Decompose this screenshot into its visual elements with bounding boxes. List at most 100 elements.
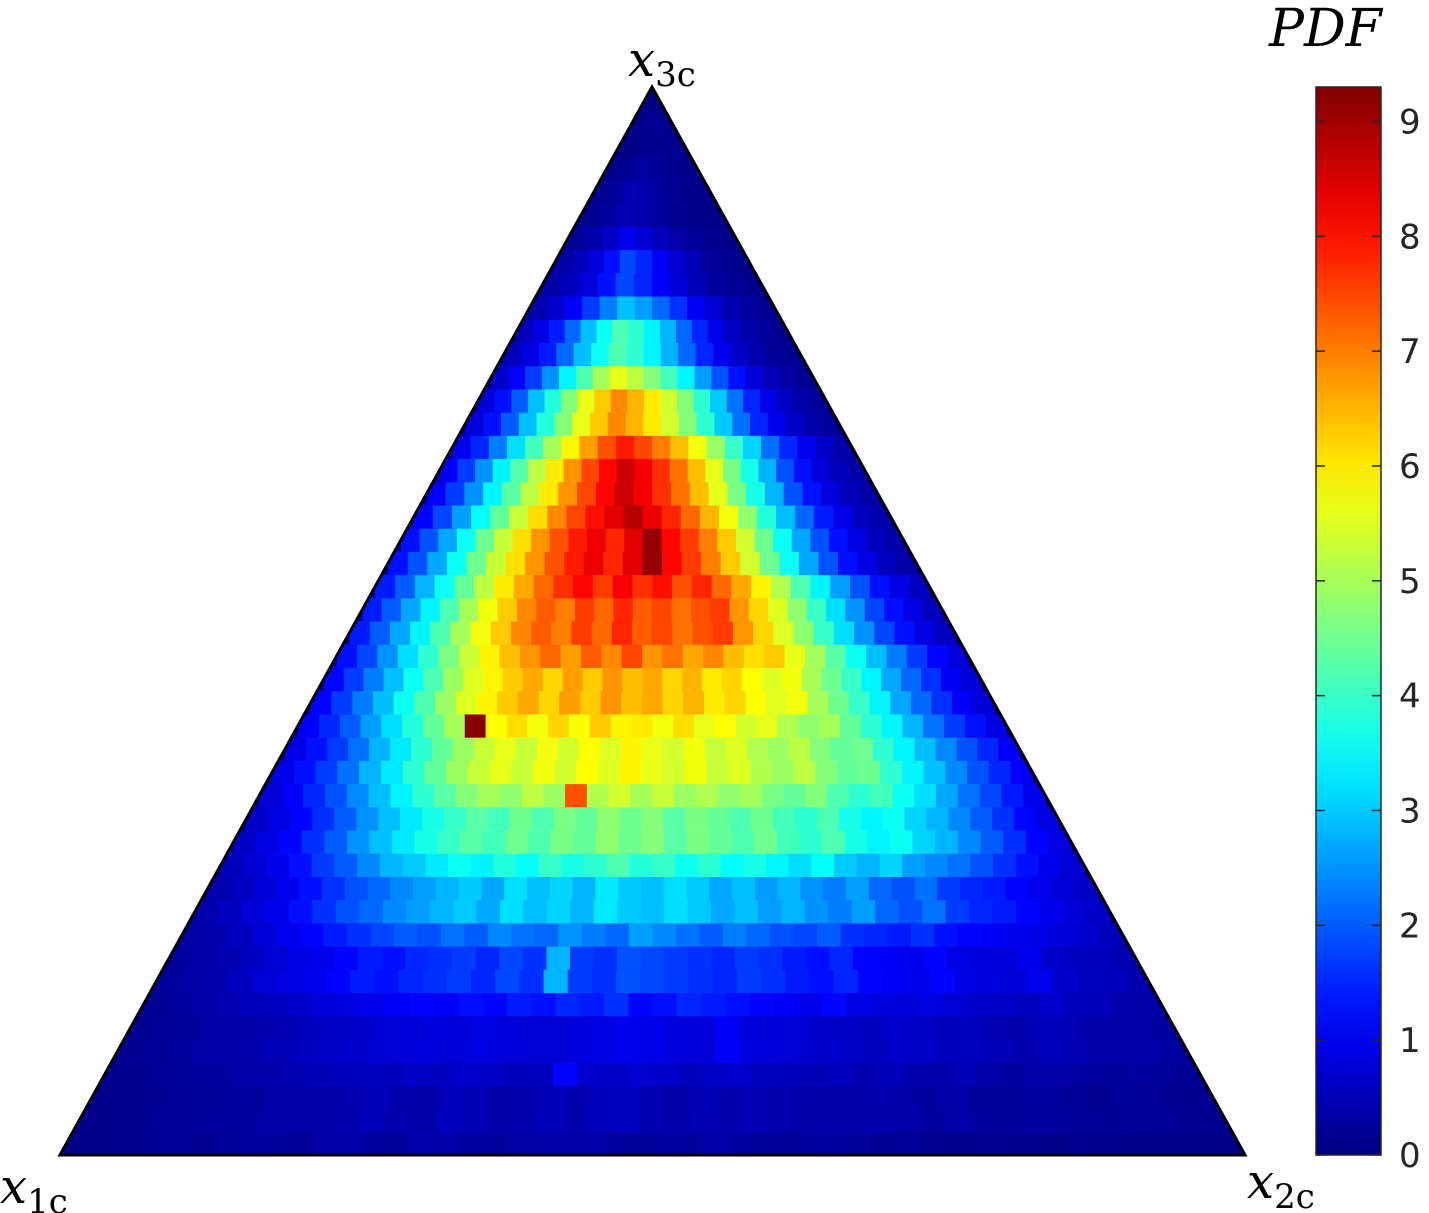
density-cell: [902, 853, 926, 877]
density-cell: [522, 946, 547, 970]
density-cell: [513, 574, 535, 599]
density-cell: [994, 946, 1019, 970]
density-cell: [558, 365, 577, 390]
density-cell: [288, 899, 313, 924]
density-cell: [139, 1131, 165, 1155]
density-cell: [1113, 1085, 1139, 1110]
density-cell: [640, 899, 665, 924]
density-cell: [494, 1015, 520, 1040]
density-cell: [1038, 853, 1062, 877]
density-cell: [940, 667, 962, 692]
density-cell: [635, 226, 653, 251]
density-cell: [663, 806, 686, 831]
density-cell: [793, 760, 816, 785]
density-cell: [1099, 922, 1124, 947]
density-cell: [339, 713, 362, 738]
density-cell: [420, 597, 441, 622]
density-cell: [720, 551, 741, 576]
density-cell: [419, 528, 439, 552]
density-cell: [461, 1108, 488, 1133]
density-cell: [367, 876, 391, 901]
density-cell: [923, 946, 948, 970]
density-cell: [528, 504, 548, 529]
density-cell: [668, 133, 685, 158]
density-cell: [617, 946, 642, 970]
density-cell: [1136, 992, 1162, 1017]
vertex-label-x2c: x2c: [1247, 1154, 1315, 1213]
density-cell: [1051, 876, 1075, 901]
density-cell: [847, 1131, 873, 1155]
density-cell: [298, 713, 320, 738]
density-cell: [1043, 1131, 1069, 1155]
density-cell: [996, 1108, 1023, 1133]
density-cell: [515, 737, 538, 761]
density-cell: [840, 481, 860, 506]
density-cell: [203, 1015, 229, 1040]
density-cell: [595, 481, 616, 506]
density-cell: [846, 992, 872, 1017]
density-cell: [264, 992, 290, 1017]
density-cell: [154, 1062, 181, 1086]
density-cell: [660, 365, 679, 390]
density-cell: [1028, 876, 1052, 901]
density-cell: [495, 969, 520, 994]
density-cell: [1048, 829, 1072, 854]
density-cell: [594, 179, 610, 204]
density-cell: [968, 899, 993, 924]
density-cell: [595, 876, 619, 901]
density-cell: [603, 1131, 629, 1155]
density-cell: [299, 876, 323, 901]
density-cell: [625, 412, 644, 436]
density-cell: [923, 760, 947, 785]
density-cell: [304, 1062, 330, 1086]
density-cell: [652, 597, 673, 622]
density-cell: [629, 853, 653, 877]
density-cell: [683, 737, 706, 761]
density-cell: [1013, 1085, 1040, 1110]
density-cell: [359, 899, 384, 924]
density-cell: [751, 1062, 778, 1086]
density-cell: [497, 597, 518, 622]
density-cell: [661, 110, 672, 135]
density-cell: [494, 388, 512, 413]
density-cell: [410, 621, 431, 645]
density-cell: [465, 1085, 492, 1110]
density-cell: [740, 458, 760, 483]
density-cell: [903, 597, 924, 622]
density-cell: [764, 644, 786, 669]
density-cell: [265, 899, 290, 924]
density-cell: [686, 876, 710, 901]
density-cell: [263, 946, 288, 970]
density-cell: [689, 481, 710, 506]
density-cell: [676, 992, 702, 1017]
density-cell: [652, 574, 673, 599]
density-cell: [743, 853, 767, 877]
density-cell: [687, 899, 712, 924]
density-cell: [464, 481, 484, 506]
density-cell: [893, 737, 916, 761]
density-cell: [779, 551, 800, 576]
density-cell: [579, 1131, 605, 1155]
density-cell: [395, 574, 416, 599]
density-cell: [931, 690, 953, 715]
density-cell: [988, 760, 1012, 785]
density-cell: [783, 783, 806, 808]
density-cell: [643, 412, 662, 436]
density-cell: [79, 1108, 106, 1133]
density-cell: [538, 342, 557, 367]
density-cell: [863, 922, 889, 947]
density-cell: [519, 969, 545, 994]
density-cell: [909, 574, 930, 599]
density-cell: [438, 644, 460, 669]
density-cell: [416, 1038, 442, 1063]
density-cell: [218, 899, 243, 924]
density-cell: [642, 504, 663, 529]
density-cell: [549, 876, 574, 901]
density-cell: [1088, 992, 1114, 1017]
density-cell: [921, 1131, 947, 1155]
density-cell: [443, 667, 464, 692]
density-cell: [612, 319, 629, 343]
density-cell: [155, 1015, 180, 1040]
density-cell: [725, 737, 748, 761]
density-cell: [856, 853, 881, 877]
